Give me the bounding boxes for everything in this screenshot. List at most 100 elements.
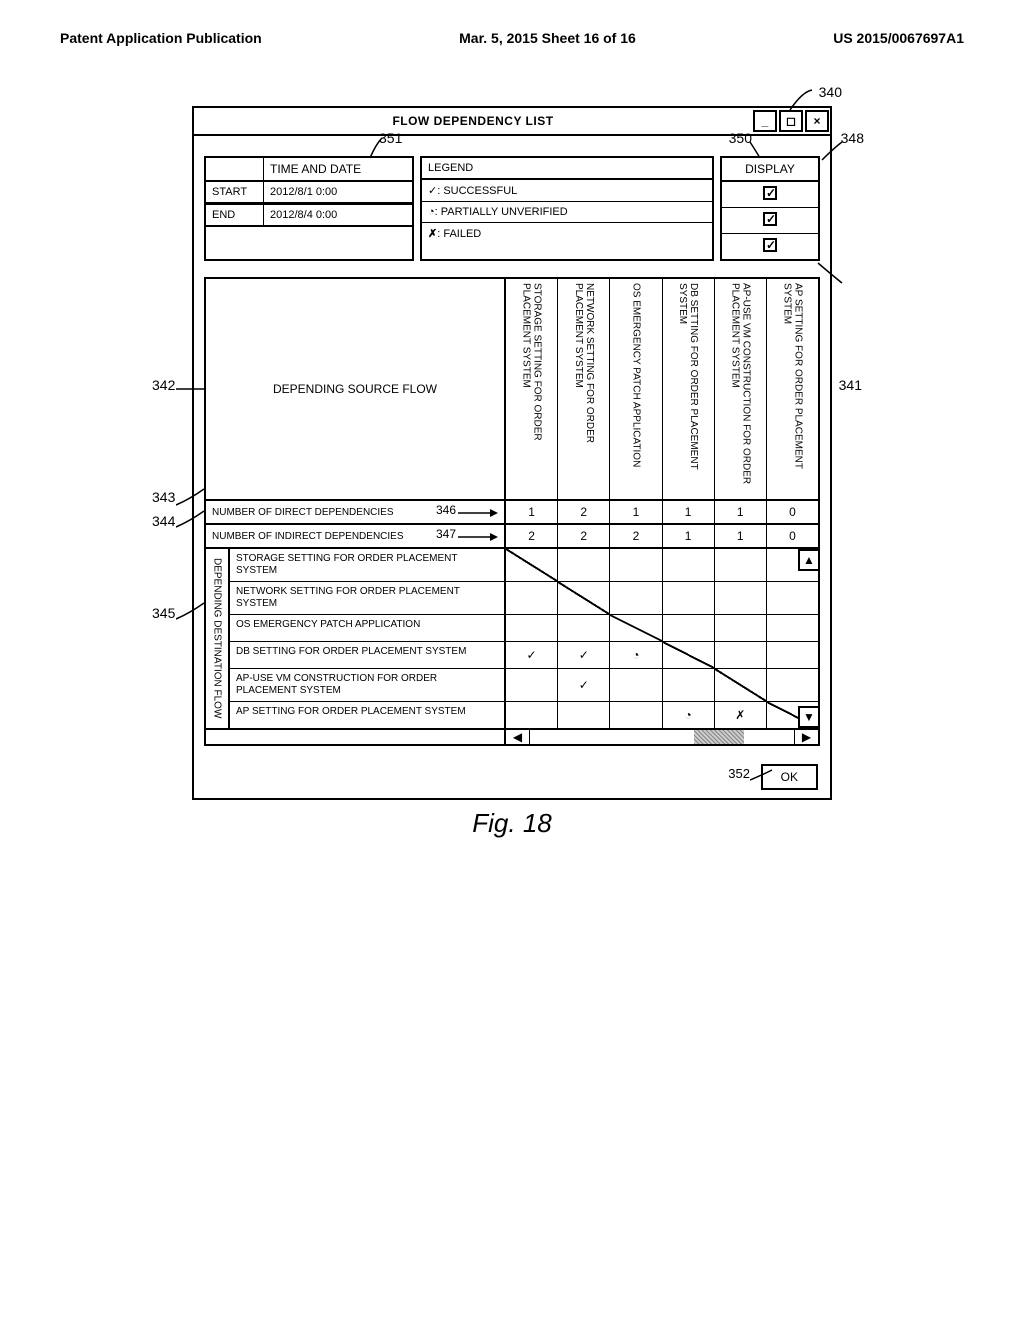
id-4: 1 (715, 525, 767, 547)
scroll-down-button[interactable]: ▼ (798, 706, 820, 728)
dest-cell (767, 615, 818, 641)
dd-3: 1 (663, 501, 715, 523)
arrow-347 (458, 531, 498, 543)
leader-348 (820, 140, 844, 162)
dest-row: STORAGE SETTING FOR ORDER PLACEMENT SYST… (230, 549, 818, 582)
sheet-label: Mar. 5, 2015 Sheet 16 of 16 (459, 30, 636, 46)
callout-352: 352 (728, 766, 750, 781)
colh-4: AP-USE VM CONSTRUCTION FOR ORDER PLACEME… (715, 279, 767, 499)
dest-cell (663, 669, 715, 701)
display-check-2[interactable] (763, 238, 777, 252)
dest-cell (610, 615, 662, 641)
legend-header: LEGEND (428, 162, 473, 174)
dest-cell (715, 642, 767, 668)
display-box: DISPLAY (720, 156, 820, 261)
dest-row-label: AP-USE VM CONSTRUCTION FOR ORDER PLACEME… (230, 669, 506, 701)
dest-row: OS EMERGENCY PATCH APPLICATION (230, 615, 818, 642)
dest-cell (610, 669, 662, 701)
legend-text-1: : PARTIALLY UNVERIFIED (435, 206, 568, 218)
direct-dep-row: NUMBER OF DIRECT DEPENDENCIES 346 1 2 1 … (206, 499, 818, 523)
indirect-dep-row: NUMBER OF INDIRECT DEPENDENCIES 347 2 2 … (206, 523, 818, 547)
scroll-right-button[interactable]: ▶ (794, 730, 818, 744)
legend-box: LEGEND ✓ : SUCCESSFUL ◔ : PARTIALLY UNVE… (420, 156, 714, 261)
dd-2: 1 (610, 501, 662, 523)
scroll-left-button[interactable]: ◀ (506, 730, 530, 744)
callout-342: 342 (152, 377, 175, 393)
id-2: 2 (610, 525, 662, 547)
leader-351 (368, 136, 388, 160)
pub-label: Patent Application Publication (60, 30, 262, 46)
top-boxes: 351 350 348 TIME AND DATE START 2012/8/1… (194, 136, 830, 269)
dd-0: 1 (506, 501, 558, 523)
dest-cell (663, 642, 715, 668)
dest-cell (663, 549, 715, 581)
dest-cell (506, 615, 558, 641)
ok-row: 352 OK (194, 756, 830, 798)
end-label: END (206, 205, 264, 227)
dest-cell (715, 582, 767, 614)
close-button[interactable]: × (805, 110, 829, 132)
window: FLOW DEPENDENCY LIST _ ◻ × 351 350 348 T (192, 106, 832, 800)
dest-cell (610, 582, 662, 614)
minimize-button[interactable]: _ (753, 110, 777, 132)
colh-5: AP SETTING FOR ORDER PLACEMENT SYSTEM (767, 279, 818, 499)
display-check-0[interactable] (763, 186, 777, 200)
page: Patent Application Publication Mar. 5, 2… (0, 0, 1024, 1320)
dest-row: NETWORK SETTING FOR ORDER PLACEMENT SYST… (230, 582, 818, 615)
callout-340: 340 (819, 84, 842, 100)
leader-350 (744, 140, 764, 160)
legend-text-2: : FAILED (437, 228, 481, 240)
leader-345 (176, 601, 206, 621)
colh-1: NETWORK SETTING FOR ORDER PLACEMENT SYST… (558, 279, 610, 499)
figure-area: 340 FLOW DEPENDENCY LIST _ ◻ × 351 350 3… (192, 106, 832, 839)
dd-5: 0 (767, 501, 818, 523)
dest-cell (506, 702, 558, 728)
matrix-wrap: 342 343 344 345 DEPENDING SOURCE FLOW ST… (194, 269, 830, 756)
colh-3: DB SETTING FOR ORDER PLACEMENT SYSTEM (663, 279, 715, 499)
dest-cell (663, 582, 715, 614)
callout-347: 347 (436, 527, 456, 541)
dest-cell (767, 669, 818, 701)
dest-cell (767, 582, 818, 614)
start-label: START (206, 182, 264, 204)
dest-cell (558, 549, 610, 581)
source-flow-label: DEPENDING SOURCE FLOW (206, 279, 506, 499)
display-header: DISPLAY (722, 158, 818, 182)
callout-341: 341 (839, 377, 862, 393)
dest-flow-label: DEPENDING DESTINATION FLOW (206, 549, 230, 728)
dest-cell (558, 702, 610, 728)
window-buttons: _ ◻ × (752, 109, 830, 133)
column-headers: STORAGE SETTING FOR ORDER PLACEMENT SYST… (506, 279, 818, 499)
dest-cell: ✓ (506, 642, 558, 668)
leader-343 (176, 487, 206, 507)
dd-1: 2 (558, 501, 610, 523)
colh-0: STORAGE SETTING FOR ORDER PLACEMENT SYST… (506, 279, 558, 499)
leader-352 (750, 768, 774, 782)
indirect-dep-label: NUMBER OF INDIRECT DEPENDENCIES (212, 531, 404, 542)
legend-sym-1: ◔ (428, 206, 435, 218)
dest-cell (715, 615, 767, 641)
matrix: DEPENDING SOURCE FLOW STORAGE SETTING FO… (204, 277, 820, 746)
dest-cell (767, 642, 818, 668)
window-title: FLOW DEPENDENCY LIST (194, 114, 752, 128)
id-0: 2 (506, 525, 558, 547)
dest-rows: STORAGE SETTING FOR ORDER PLACEMENT SYST… (230, 549, 818, 728)
time-date-header: TIME AND DATE (264, 158, 412, 180)
leader-344 (176, 509, 206, 529)
legend-sym-0: ✓ (428, 184, 437, 197)
dd-4: 1 (715, 501, 767, 523)
dest-row: AP-USE VM CONSTRUCTION FOR ORDER PLACEME… (230, 669, 818, 702)
colh-2: OS EMERGENCY PATCH APPLICATION (610, 279, 662, 499)
callout-343: 343 (152, 489, 175, 505)
dest-cell (506, 549, 558, 581)
maximize-button[interactable]: ◻ (779, 110, 803, 132)
time-date-box: TIME AND DATE START 2012/8/1 0:00 END 20… (204, 156, 414, 261)
td-blank (206, 158, 264, 180)
dest-cell: ✓ (558, 669, 610, 701)
dest-row: DB SETTING FOR ORDER PLACEMENT SYSTEM✓✓◔ (230, 642, 818, 669)
id-5: 0 (767, 525, 818, 547)
display-check-1[interactable] (763, 212, 777, 226)
leader-342 (176, 381, 206, 397)
dest-row-label: STORAGE SETTING FOR ORDER PLACEMENT SYST… (230, 549, 506, 581)
scroll-up-button[interactable]: ▲ (798, 549, 820, 571)
